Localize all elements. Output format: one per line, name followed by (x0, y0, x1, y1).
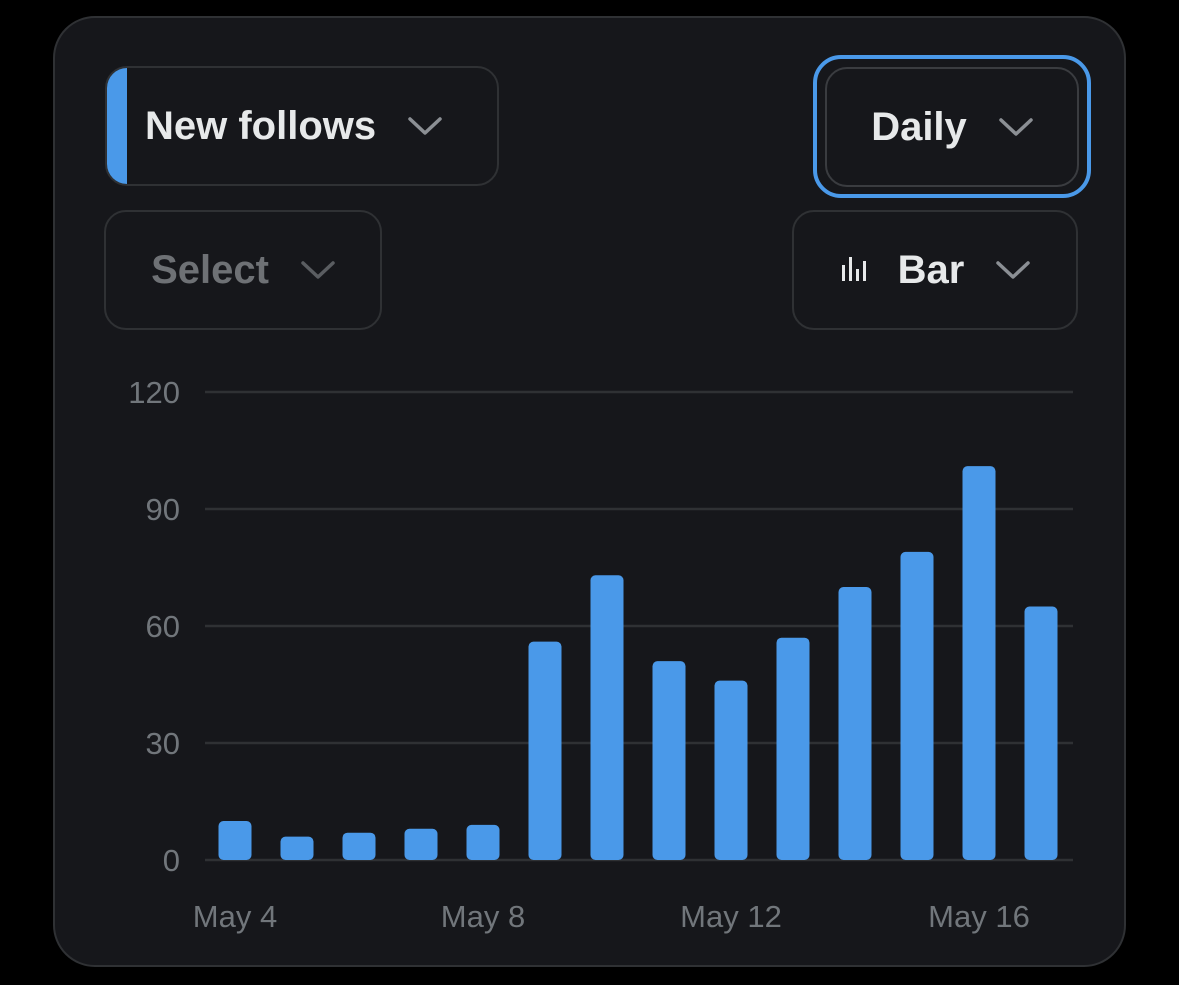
metric-dropdown-label: New follows (145, 103, 377, 148)
bar-may-12[interactable] (714, 680, 748, 860)
bar-may-10[interactable] (590, 575, 624, 860)
analytics-card: New follows Daily Select Bar 0 (53, 16, 1126, 967)
bar-may-9[interactable] (528, 641, 562, 860)
bar-may-16[interactable] (962, 466, 996, 860)
bar-may-5[interactable] (280, 836, 314, 860)
bar-may-11[interactable] (652, 661, 686, 860)
y-tick-label: 30 (146, 726, 180, 761)
y-tick-label: 60 (146, 609, 180, 644)
chevron-down-icon (301, 260, 335, 280)
compare-dropdown-label: Select (151, 247, 269, 292)
chart-type-dropdown[interactable]: Bar (792, 210, 1078, 330)
chart-type-dropdown-label: Bar (897, 247, 965, 292)
metric-dropdown[interactable]: New follows (105, 66, 499, 186)
x-tick-label: May 4 (193, 899, 277, 934)
period-dropdown-focus-ring (813, 55, 1091, 198)
x-tick-label: May 12 (680, 899, 782, 934)
bar-may-14[interactable] (838, 587, 872, 860)
x-tick-label: May 8 (441, 899, 525, 934)
y-tick-label: 90 (146, 492, 180, 527)
chevron-down-icon (999, 117, 1033, 137)
x-tick-label: May 16 (928, 899, 1030, 934)
period-dropdown-label: Daily (871, 104, 967, 149)
bar-may-15[interactable] (900, 551, 934, 860)
period-dropdown[interactable]: Daily (825, 67, 1079, 187)
bar-may-17[interactable] (1024, 606, 1058, 861)
bar-may-4[interactable] (218, 821, 252, 860)
bar-may-8[interactable] (466, 824, 500, 860)
chevron-down-icon (408, 116, 442, 136)
y-tick-label: 120 (128, 375, 180, 410)
y-tick-label: 0 (163, 843, 180, 878)
compare-dropdown[interactable]: Select (104, 210, 382, 330)
bar-may-6[interactable] (342, 832, 376, 860)
bar-chart: 0 30 60 90 120 May 4 May 8 May 12 May 16 (128, 375, 1073, 934)
metric-color-indicator (107, 68, 127, 184)
bar-may-13[interactable] (776, 637, 810, 860)
chevron-down-icon (996, 260, 1031, 280)
bar-may-7[interactable] (404, 828, 438, 860)
bar-chart-icon (840, 248, 870, 293)
